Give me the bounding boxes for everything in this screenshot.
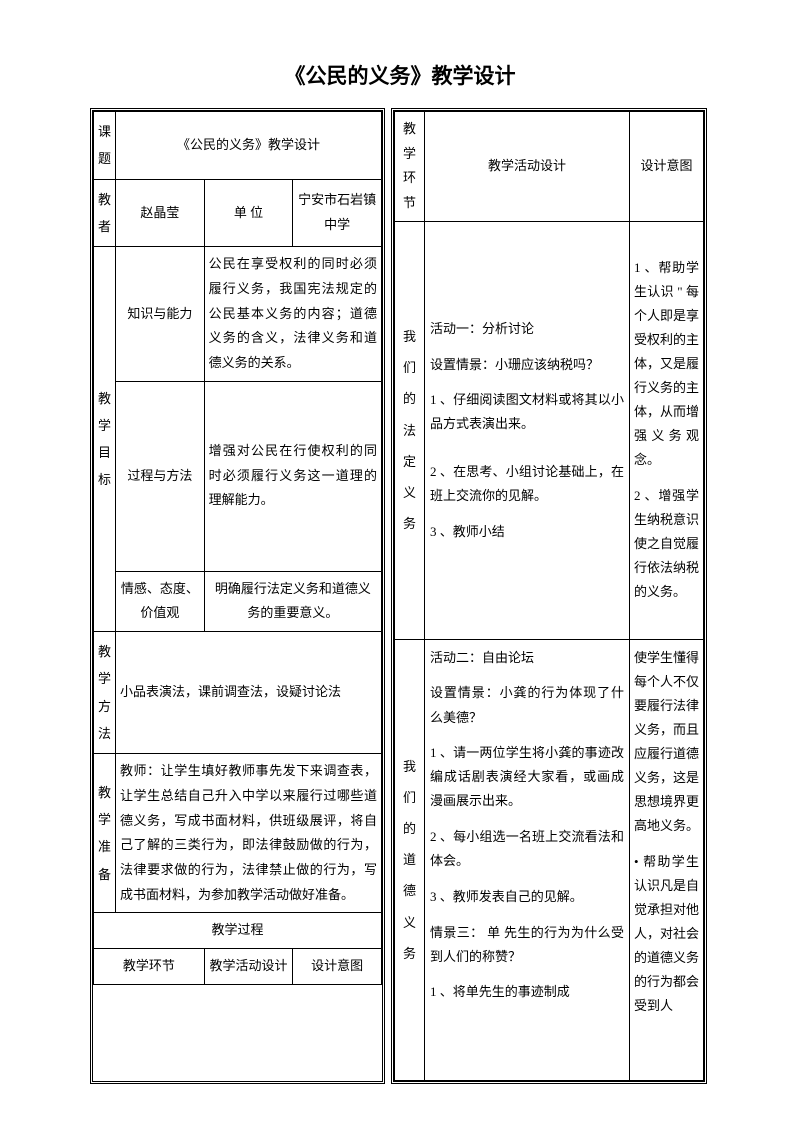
text-method: 小品表演法，课前调查法，设疑讨论法 xyxy=(116,632,382,754)
row-topic: 课题 《公民的义务》教学设计 xyxy=(94,112,382,180)
right-header-2: 教学活动设计 xyxy=(425,112,630,222)
text-emotion: 明确履行法定义务和道德义务的重要意义。 xyxy=(204,571,381,631)
right-header-1: 教学环节 xyxy=(395,112,425,222)
label-method: 教学方法 xyxy=(94,632,116,754)
text-prep: 教师：让学生填好教师事先发下来调查表，让学生总结自己升入中学以来履行过哪些道德义… xyxy=(116,754,382,913)
right-header-row: 教学环节 教学活动设计 设计意图 xyxy=(395,112,704,222)
activity-2: 活动二：自由论坛设置情景：小龚的行为体现了什么美德？1 、请一两位学生将小龚的事… xyxy=(425,639,630,1080)
section-moral-duty: 我们的道德义务 xyxy=(395,639,425,1080)
row-goal-2: 过程与方法 增强对公民在行使权利的同时必须履行义务这一道理的理解能力。 xyxy=(94,381,382,571)
row-goal-3: 情感、态度、价值观 明确履行法定义务和道德义务的重要意义。 xyxy=(94,571,382,631)
value-teacher-name: 赵晶莹 xyxy=(116,179,205,247)
row-process-header: 教学过程 xyxy=(94,913,382,949)
row-goal-1: 教学目标 知识与能力 公民在享受权利的同时必须履行义务，我国宪法规定的公民基本义… xyxy=(94,247,382,381)
section-legal-duty: 我们的法定义务 xyxy=(395,221,425,639)
label-teacher: 教者 xyxy=(94,179,116,247)
right-table: 教学环节 教学活动设计 设计意图 我们的法定义务 活动一：分析讨论设置情景：小珊… xyxy=(394,111,704,1081)
right-row-1: 我们的法定义务 活动一：分析讨论设置情景：小珊应该纳税吗？1 、仔细阅读图文材料… xyxy=(395,221,704,639)
text-process: 增强对公民在行使权利的同时必须履行义务这一道理的理解能力。 xyxy=(204,381,381,571)
label-knowledge: 知识与能力 xyxy=(116,247,205,381)
value-topic: 《公民的义务》教学设计 xyxy=(116,112,382,180)
row-process-cols: 教学环节 教学活动设计 设计意图 xyxy=(94,949,382,985)
process-header: 教学过程 xyxy=(94,913,382,949)
label-process: 过程与方法 xyxy=(116,381,205,571)
left-column: 课题 《公民的义务》教学设计 教者 赵晶莹 单 位 宁安市石岩镇中学 教学目标 … xyxy=(90,108,385,1084)
label-prep: 教学准备 xyxy=(94,754,116,913)
right-row-2: 我们的道德义务 活动二：自由论坛设置情景：小龚的行为体现了什么美德？1 、请一两… xyxy=(395,639,704,1080)
row-method: 教学方法 小品表演法，课前调查法，设疑讨论法 xyxy=(94,632,382,754)
label-unit: 单 位 xyxy=(204,179,293,247)
label-emotion: 情感、态度、价值观 xyxy=(116,571,205,631)
row-teacher: 教者 赵晶莹 单 位 宁安市石岩镇中学 xyxy=(94,179,382,247)
intent-2: 使学生懂得每个人不仅要履行法律义务，而且应履行道德义务，这是思想境界更高地义务。… xyxy=(630,639,704,1080)
value-unit: 宁安市石岩镇中学 xyxy=(293,179,382,247)
page-title: 《公民的义务》教学设计 xyxy=(90,60,710,90)
intent-1: 1 、帮助学生认识 " 每个人即是享受权利的主体，又是履行义务的主体，从而增强义… xyxy=(630,221,704,639)
row-prep: 教学准备 教师：让学生填好教师事先发下来调查表，让学生总结自己升入中学以来履行过… xyxy=(94,754,382,913)
process-col-1: 教学环节 xyxy=(94,949,205,985)
activity-1: 活动一：分析讨论设置情景：小珊应该纳税吗？1 、仔细阅读图文材料或将其以小品方式… xyxy=(425,221,630,639)
process-col-2: 教学活动设计 xyxy=(204,949,293,985)
label-goals: 教学目标 xyxy=(94,247,116,632)
right-header-3: 设计意图 xyxy=(630,112,704,222)
main-container: 课题 《公民的义务》教学设计 教者 赵晶莹 单 位 宁安市石岩镇中学 教学目标 … xyxy=(90,108,710,1084)
right-column: 教学环节 教学活动设计 设计意图 我们的法定义务 活动一：分析讨论设置情景：小珊… xyxy=(391,108,707,1084)
text-knowledge: 公民在享受权利的同时必须履行义务，我国宪法规定的公民基本义务的内容；道德义务的含… xyxy=(204,247,381,381)
label-topic: 课题 xyxy=(94,112,116,180)
left-table: 课题 《公民的义务》教学设计 教者 赵晶莹 单 位 宁安市石岩镇中学 教学目标 … xyxy=(93,111,382,985)
process-col-3: 设计意图 xyxy=(293,949,382,985)
